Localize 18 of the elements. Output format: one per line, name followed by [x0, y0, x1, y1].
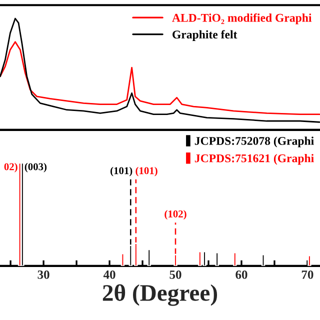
- bar: [120, 252, 125, 266]
- x-tick-label: 60: [236, 270, 248, 279]
- x-tick-label: 30: [38, 270, 50, 279]
- x-tick-label: 70: [302, 270, 314, 279]
- series-label: 02): [4, 162, 18, 172]
- series-label: (003): [24, 162, 47, 172]
- series-label: (101): [110, 166, 132, 176]
- legend-label: JCPDS:752078 (Graphi: [194, 136, 314, 148]
- x-tick-label: 40: [103, 270, 116, 279]
- x-tick-label: 50: [170, 270, 182, 279]
- bar: [233, 252, 237, 266]
- series-label: (101): [136, 166, 158, 176]
- legend-label: JCPDS:751621 (Graphi: [194, 154, 314, 165]
- bar: [308, 254, 312, 266]
- legend-label: Graphite felt: [172, 30, 238, 41]
- x-axis-title: 2θ (Degree): [102, 284, 218, 306]
- legend-label: ALD-TiO₂ modified Graphi: [172, 13, 312, 24]
- series-label: (102): [164, 210, 186, 220]
